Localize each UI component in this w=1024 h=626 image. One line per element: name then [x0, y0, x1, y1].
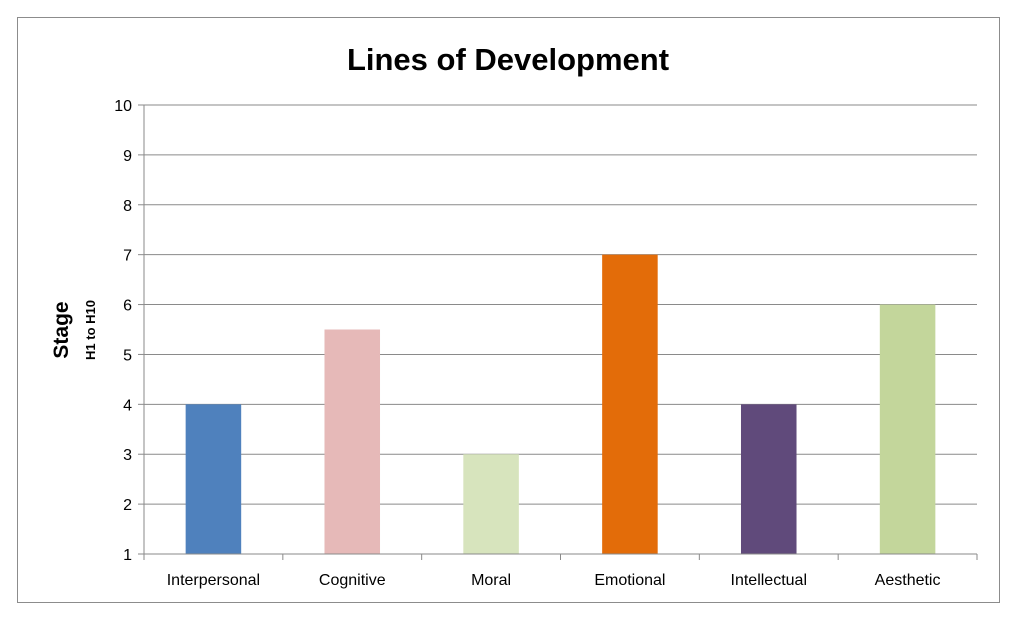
bars: [185, 254, 936, 554]
y-tick-label: 2: [123, 497, 132, 514]
x-tick-labels: Interpersonal Cognitive Moral Emotional Inte…: [167, 554, 941, 589]
x-tick-label-aesthetic: Aesthetic: [875, 572, 941, 589]
y-tick-label: 9: [123, 148, 132, 165]
y-tick-label: 3: [123, 447, 132, 464]
y-tick-labels: 1 2 3 4 5 6 7 8 9 10: [114, 98, 144, 564]
chart-title: Lines of Development: [347, 42, 669, 77]
bar-cognitive: [324, 329, 381, 554]
y-tick-label: 5: [123, 347, 132, 364]
y-tick-label: 8: [123, 198, 132, 215]
x-tick-label-moral: Moral: [471, 572, 511, 589]
y-axis-label: Stage: [50, 301, 73, 358]
y-tick-label: 4: [123, 397, 132, 414]
y-tick-label: 10: [114, 98, 132, 115]
y-tick-label: 1: [123, 547, 132, 564]
bar-interpersonal: [185, 404, 242, 554]
x-tick-label-cognitive: Cognitive: [319, 572, 386, 589]
bar-aesthetic: [879, 304, 936, 554]
y-tick-label: 6: [123, 298, 132, 315]
y-axis-label-group: Stage H1 to H10: [50, 300, 98, 360]
gridlines: [144, 104, 977, 505]
x-tick-label-interpersonal: Interpersonal: [167, 572, 260, 589]
y-axis-sublabel: H1 to H10: [83, 300, 98, 360]
y-tick-label: 7: [123, 248, 132, 265]
bar-moral: [463, 454, 519, 554]
bar-emotional: [602, 254, 658, 554]
bar-intellectual: [740, 404, 797, 554]
axes: [143, 105, 978, 560]
x-tick-label-emotional: Emotional: [594, 572, 665, 589]
x-tick-label-intellectual: Intellectual: [731, 572, 808, 589]
